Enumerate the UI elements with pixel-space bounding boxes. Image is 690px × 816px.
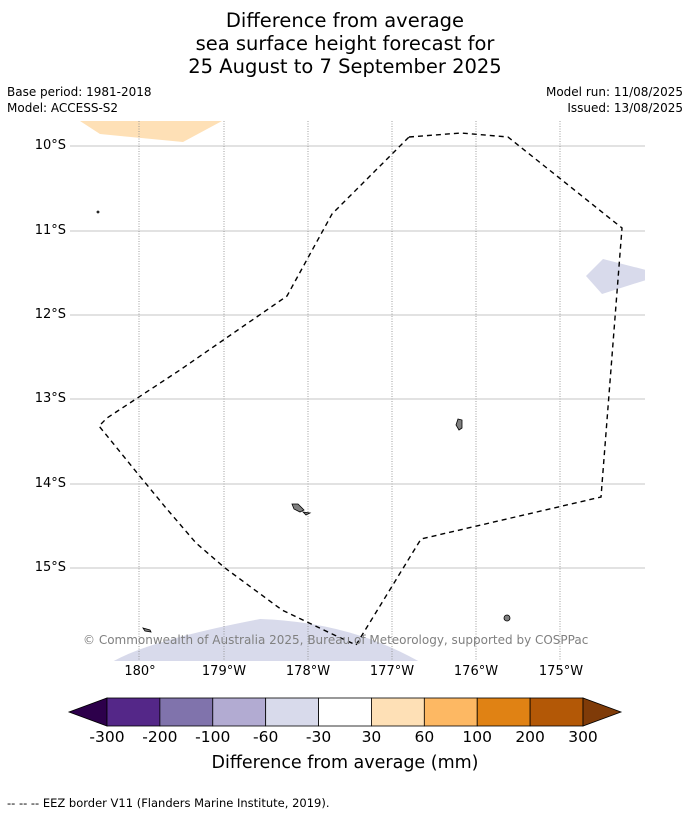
positive-anomaly-region: [80, 121, 222, 142]
colorbar-tick-label: 200: [515, 728, 545, 746]
eez-legend-footer: -- -- -- EEZ border V11 (Flanders Marine…: [7, 796, 330, 810]
lat-label-13s: 13°S: [34, 391, 66, 406]
map-title: Difference from average sea surface heig…: [0, 9, 690, 78]
negative-anomaly-region-east: [586, 259, 645, 294]
colorbar-tick-label: -200: [142, 728, 178, 746]
colorbar-tick-label: -60: [252, 728, 279, 746]
island-niuatoputapu: [455, 418, 463, 431]
colorbar-segment: [106, 697, 161, 727]
colorbar-tick-label: -300: [89, 728, 125, 746]
island-wallis: [291, 503, 305, 513]
lat-label-10s: 10°S: [34, 138, 66, 153]
colorbar-segment: [265, 697, 319, 727]
colorbar-tick-label: 100: [462, 728, 493, 746]
colorbar: [67, 697, 623, 727]
colorbar-tick-label: -100: [195, 728, 231, 746]
colorbar-tick-label: -30: [305, 728, 332, 746]
meta-right: Model run: 11/08/2025 Issued: 13/08/2025: [546, 84, 683, 116]
eez-border: [98, 132, 623, 646]
lon-label-179w: 179°W: [201, 664, 247, 679]
lon-label-175w: 175°W: [538, 664, 584, 679]
colorbar-segment: [212, 697, 267, 727]
colorbar-segment: [529, 697, 584, 727]
colorbar-tick-label: 300: [568, 728, 598, 746]
lon-label-180: 180°: [124, 664, 156, 679]
model-text: Model: ACCESS-S2: [7, 101, 119, 115]
meta-left: Base period: 1981-2018 Model: ACCESS-S2: [7, 84, 152, 116]
lon-label-176w: 176°W: [453, 664, 499, 679]
title-line-1: Difference from average: [225, 9, 465, 32]
colorbar-segment: [159, 697, 214, 727]
island-futuna-islet: [301, 511, 312, 516]
title-line-2: sea surface height forecast for: [195, 32, 495, 55]
lat-label-14s: 14°S: [34, 476, 66, 491]
negative-anomaly-region-south: [113, 619, 419, 661]
lon-label-177w: 177°W: [369, 664, 415, 679]
colorbar-segment: [371, 697, 425, 727]
colorbar-extend-high: [582, 697, 623, 727]
title-line-3: 25 August to 7 September 2025: [188, 55, 502, 78]
lat-label-11s: 11°S: [34, 223, 66, 238]
colorbar-segment: [423, 697, 478, 727]
colorbar-extend-low: [67, 697, 108, 727]
lat-gridlines: [70, 145, 645, 569]
lat-label-12s: 12°S: [34, 307, 66, 322]
colorbar-tick-label: 60: [414, 728, 435, 746]
colorbar-segment: [476, 697, 531, 727]
lat-label-15s: 15°S: [34, 560, 66, 575]
base-period-text: Base period: 1981-2018: [7, 85, 152, 99]
island-south: [142, 627, 152, 633]
model-run-text: Model run: 11/08/2025: [545, 85, 683, 99]
map-area: [70, 121, 645, 661]
island-niuafoou: [503, 614, 511, 622]
colorbar-tick-label: 30: [361, 728, 382, 746]
issued-text: Issued: 13/08/2025: [567, 101, 683, 115]
islands: [96, 210, 511, 633]
colorbar-label: Difference from average (mm): [211, 753, 479, 773]
island-northwest-dot: [96, 210, 100, 214]
colorbar-segment: [318, 697, 372, 727]
lon-gridlines: [138, 121, 561, 661]
copyright-text: © Commonwealth of Australia 2025, Bureau…: [83, 633, 589, 647]
lon-label-178w: 178°W: [285, 664, 331, 679]
